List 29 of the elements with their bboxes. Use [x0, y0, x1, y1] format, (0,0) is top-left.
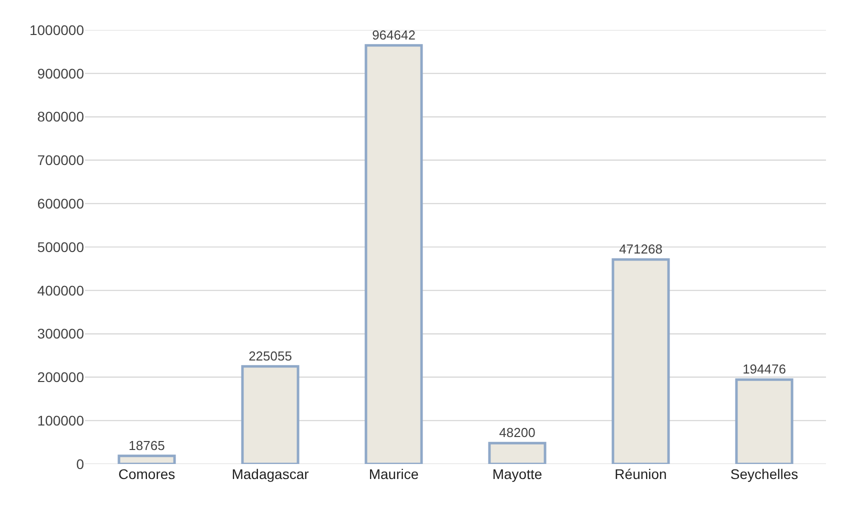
x-tick-label: Seychelles	[730, 466, 798, 482]
y-tick-label: 300000	[37, 326, 84, 342]
x-tick-label: Mayotte	[492, 466, 542, 482]
bar	[118, 454, 176, 464]
data-label: 194476	[742, 362, 786, 377]
x-tick-label: Madagascar	[232, 466, 310, 482]
y-tick-label: 100000	[37, 412, 84, 428]
bar	[488, 442, 546, 464]
bar	[364, 44, 423, 464]
data-label: 471268	[619, 241, 662, 256]
y-tick-label: 700000	[37, 152, 84, 168]
bar	[241, 365, 300, 464]
data-label: 225055	[248, 348, 292, 364]
y-tick-label: 200000	[37, 369, 84, 386]
bar	[612, 258, 670, 464]
x-tick-label: Maurice	[368, 466, 419, 482]
bar	[735, 378, 794, 464]
y-tick-label: 0	[76, 456, 84, 472]
x-tick-label: Comores	[118, 466, 176, 482]
y-tick-label: 500000	[37, 238, 84, 255]
y-tick-label: 800000	[37, 108, 84, 125]
y-tick-label: 600000	[37, 196, 84, 212]
y-tick-label: 400000	[37, 282, 84, 298]
data-label: 48200	[499, 425, 536, 440]
y-tick-label: 900000	[37, 65, 84, 82]
x-tick-label: Réunion	[614, 466, 667, 482]
data-label: 964642	[372, 27, 416, 42]
data-label: 18765	[128, 438, 165, 453]
y-tick-label: 1000000	[29, 22, 84, 38]
